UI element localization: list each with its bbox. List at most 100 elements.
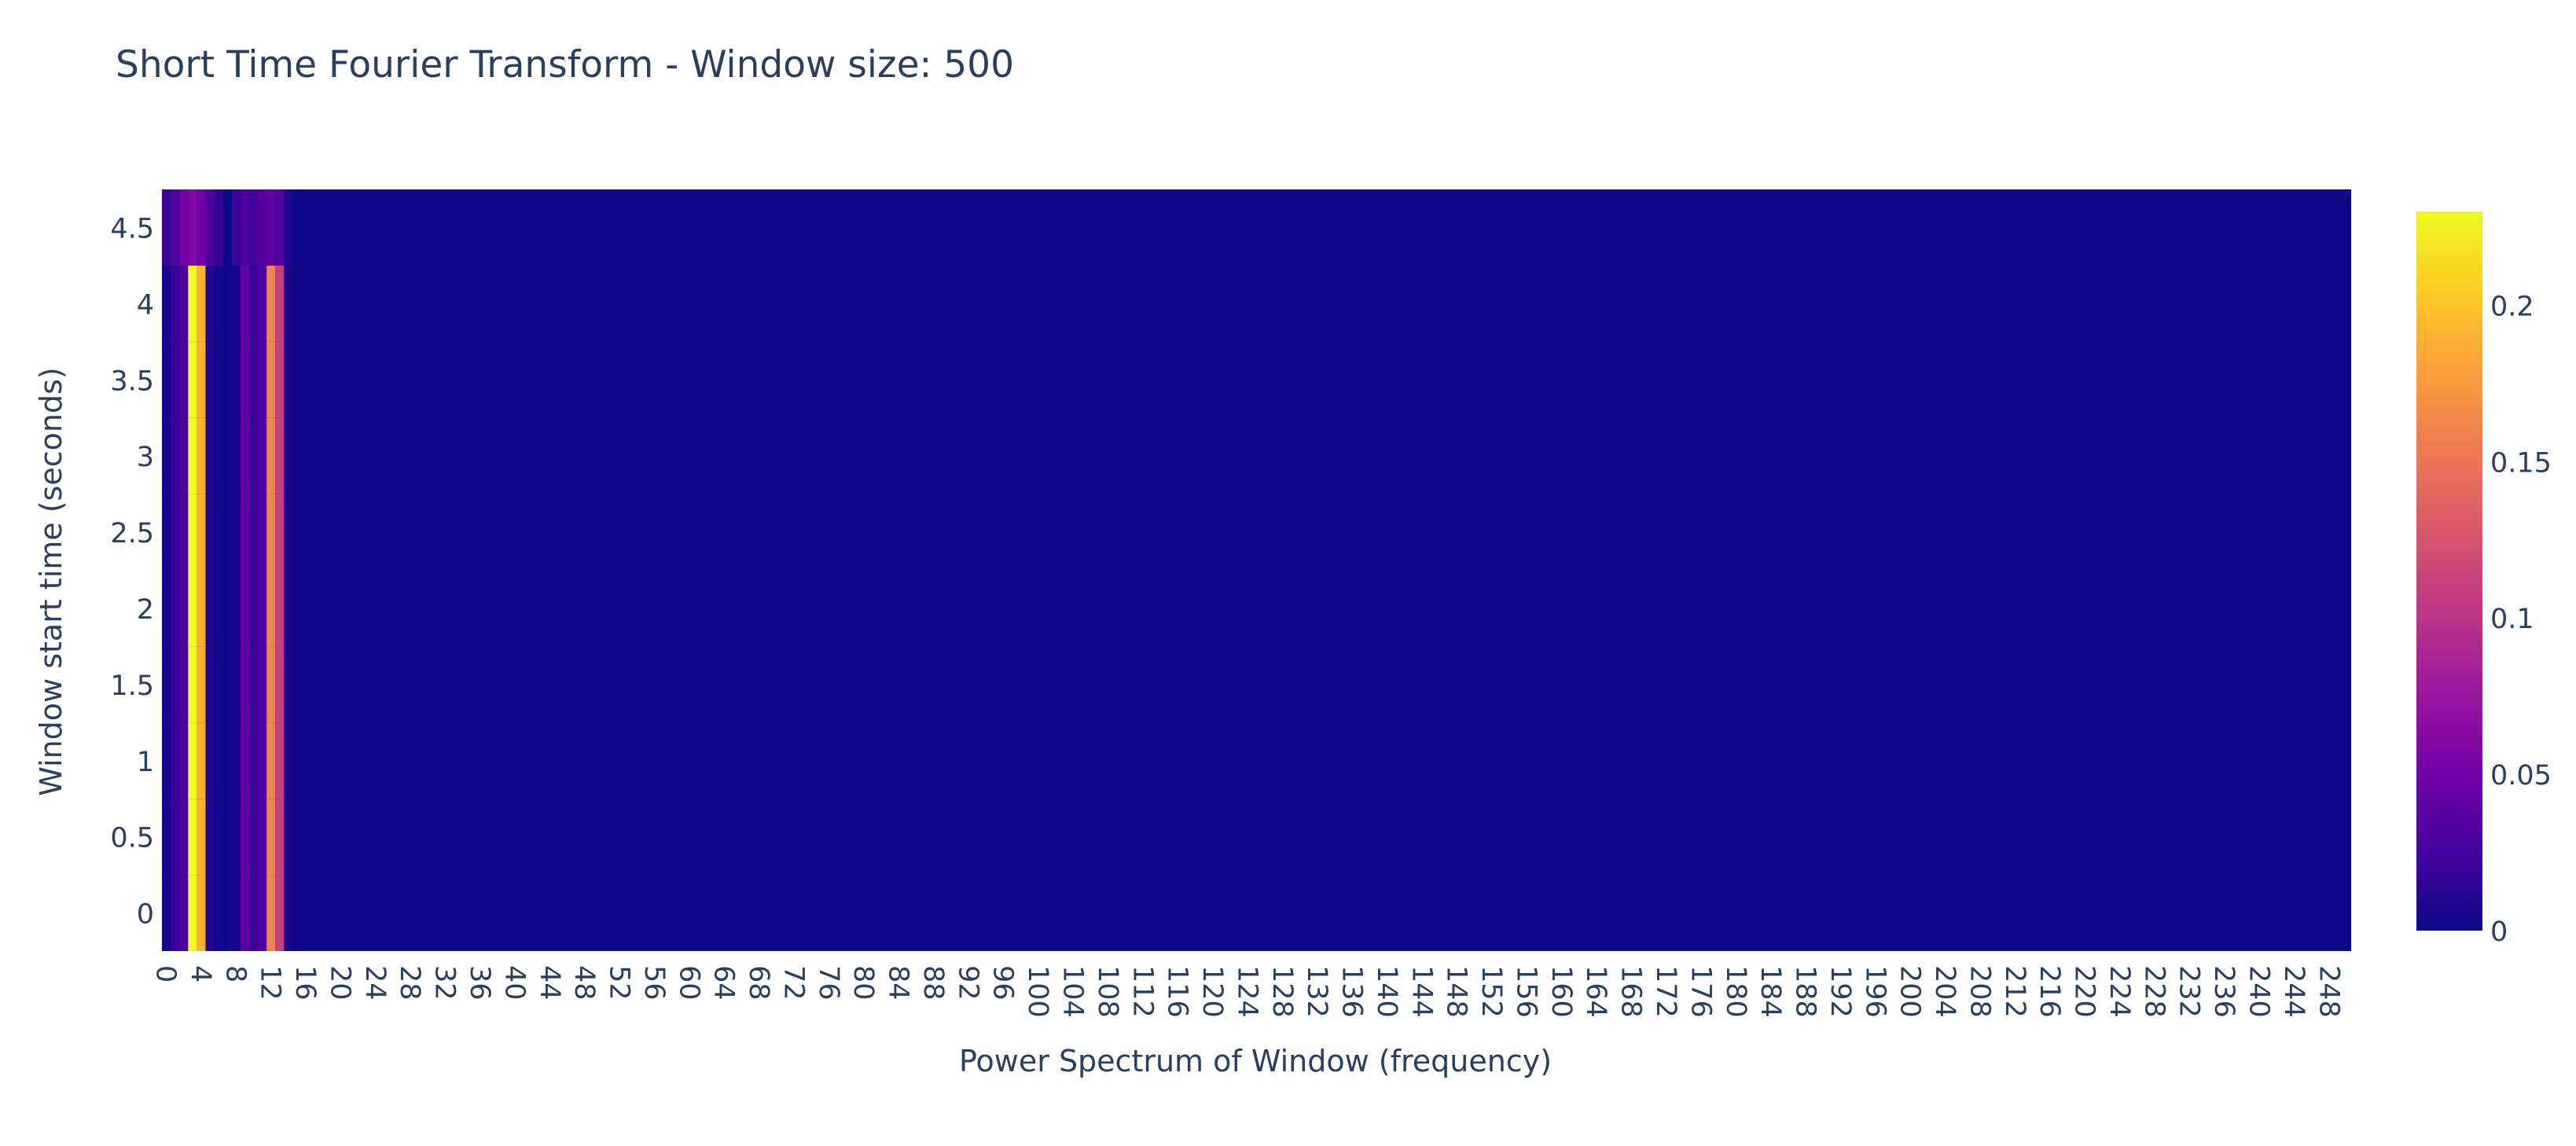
y-tick-label: 4	[137, 289, 154, 321]
heatmap-cell	[240, 417, 249, 494]
heatmap-cell	[266, 646, 276, 723]
x-tick-label: 240	[2243, 965, 2274, 1018]
heatmap-cell	[266, 875, 276, 951]
x-tick-label: 0	[150, 965, 182, 983]
x-tick-label: 52	[604, 965, 635, 1001]
heatmap-cell	[266, 494, 276, 571]
x-tick-label: 76	[813, 965, 844, 1001]
heatmap-cell	[171, 494, 180, 571]
x-tick-label: 208	[1964, 965, 1995, 1018]
heatmap-cell	[205, 799, 215, 876]
heatmap-cell	[266, 341, 276, 418]
heatmap-cell	[162, 646, 171, 723]
heatmap-cell	[162, 799, 171, 876]
y-tick-label: 0	[137, 899, 154, 931]
heatmap-cell	[197, 646, 206, 723]
heatmap-cell	[179, 875, 189, 951]
y-axis-ticks: 0 0.5 1 1.5 2 2.5 3 3.5 4 4.5	[110, 213, 154, 930]
heatmap-cell	[214, 722, 223, 799]
heatmap-cell	[197, 799, 206, 876]
heatmap-cell	[197, 341, 206, 418]
heatmap-cell	[275, 646, 285, 723]
heatmap-cell	[275, 189, 285, 266]
heatmap-cell	[171, 265, 180, 342]
heatmap-cell	[214, 875, 223, 951]
heatmap-cell	[197, 494, 206, 571]
x-tick-label: 204	[1929, 965, 1960, 1018]
heatmap-cell	[258, 341, 267, 418]
heatmap-cell	[248, 189, 259, 266]
heatmap-cells	[162, 189, 2351, 951]
heatmap-cell	[284, 341, 293, 418]
heatmap-cell	[179, 494, 189, 571]
chart-title: Short Time Fourier Transform - Window si…	[116, 43, 1014, 86]
y-tick-label: 2	[137, 594, 154, 626]
heatmap-cell	[240, 646, 249, 723]
heatmap-cell	[284, 875, 293, 951]
x-tick-label: 48	[568, 965, 600, 1001]
x-tick-label: 184	[1755, 965, 1786, 1018]
heatmap-cell	[258, 189, 267, 266]
heatmap-cell	[258, 799, 267, 876]
heatmap-cell	[214, 799, 223, 876]
heatmap-cell	[231, 189, 241, 266]
heatmap-cell	[275, 417, 285, 494]
heatmap-cell	[179, 570, 189, 647]
heatmap-cell	[171, 570, 180, 647]
heatmap-cell	[248, 341, 259, 418]
heatmap-cell	[248, 494, 259, 571]
heatmap-cell	[258, 494, 267, 571]
heatmap-cell	[275, 570, 285, 647]
x-tick-label: 20	[324, 965, 355, 1001]
y-tick-label: 3	[137, 442, 154, 473]
heatmap-cell	[240, 189, 249, 266]
heatmap-cell	[179, 722, 189, 799]
heatmap-cell	[248, 417, 259, 494]
x-tick-label: 216	[2034, 965, 2065, 1018]
x-tick-label: 36	[464, 965, 495, 1001]
heatmap-cell	[266, 265, 276, 342]
x-tick-label: 140	[1371, 965, 1402, 1018]
colorbar-tick-label: 0.1	[2490, 604, 2534, 635]
x-tick-label: 128	[1266, 965, 1298, 1018]
x-tick-label: 228	[2138, 965, 2170, 1018]
heatmap-cell	[284, 494, 293, 571]
x-tick-label: 56	[638, 965, 670, 1001]
heatmap-cell	[188, 799, 197, 876]
heatmap-cell	[275, 875, 285, 951]
heatmap-cell	[248, 799, 259, 876]
x-tick-label: 112	[1126, 965, 1158, 1018]
heatmap-cell	[231, 875, 241, 951]
colorbar-tick-label: 0	[2490, 916, 2508, 948]
heatmap-cell	[240, 722, 249, 799]
x-tick-label: 40	[498, 965, 530, 1001]
heatmap-cell	[179, 417, 189, 494]
heatmap-cell	[284, 799, 293, 876]
heatmap-cell	[188, 417, 197, 494]
x-tick-label: 220	[2069, 965, 2100, 1018]
x-tick-label: 4	[185, 965, 216, 983]
x-tick-label: 72	[777, 965, 809, 1001]
heatmap-cell	[179, 189, 189, 266]
x-tick-label: 12	[255, 965, 286, 1001]
heatmap-cell	[248, 722, 259, 799]
heatmap-cell	[197, 722, 206, 799]
x-tick-label: 132	[1301, 965, 1332, 1018]
x-tick-label: 24	[359, 965, 391, 1001]
x-tick-label: 248	[2313, 965, 2344, 1018]
heatmap-cell	[205, 646, 215, 723]
x-tick-label: 88	[917, 965, 949, 1001]
heatmap-cell	[275, 799, 285, 876]
heatmap-cell	[266, 799, 276, 876]
heatmap-cell	[179, 265, 189, 342]
heatmap-cell	[162, 875, 171, 951]
heatmap-cell	[214, 417, 223, 494]
x-tick-label: 120	[1196, 965, 1228, 1018]
x-tick-label: 168	[1615, 965, 1647, 1018]
heatmap-cell	[231, 265, 241, 342]
heatmap-cell	[248, 646, 259, 723]
x-tick-label: 180	[1720, 965, 1751, 1018]
heatmap-cell	[258, 417, 267, 494]
heatmap-cell	[162, 494, 171, 571]
x-tick-label: 84	[883, 965, 914, 1001]
